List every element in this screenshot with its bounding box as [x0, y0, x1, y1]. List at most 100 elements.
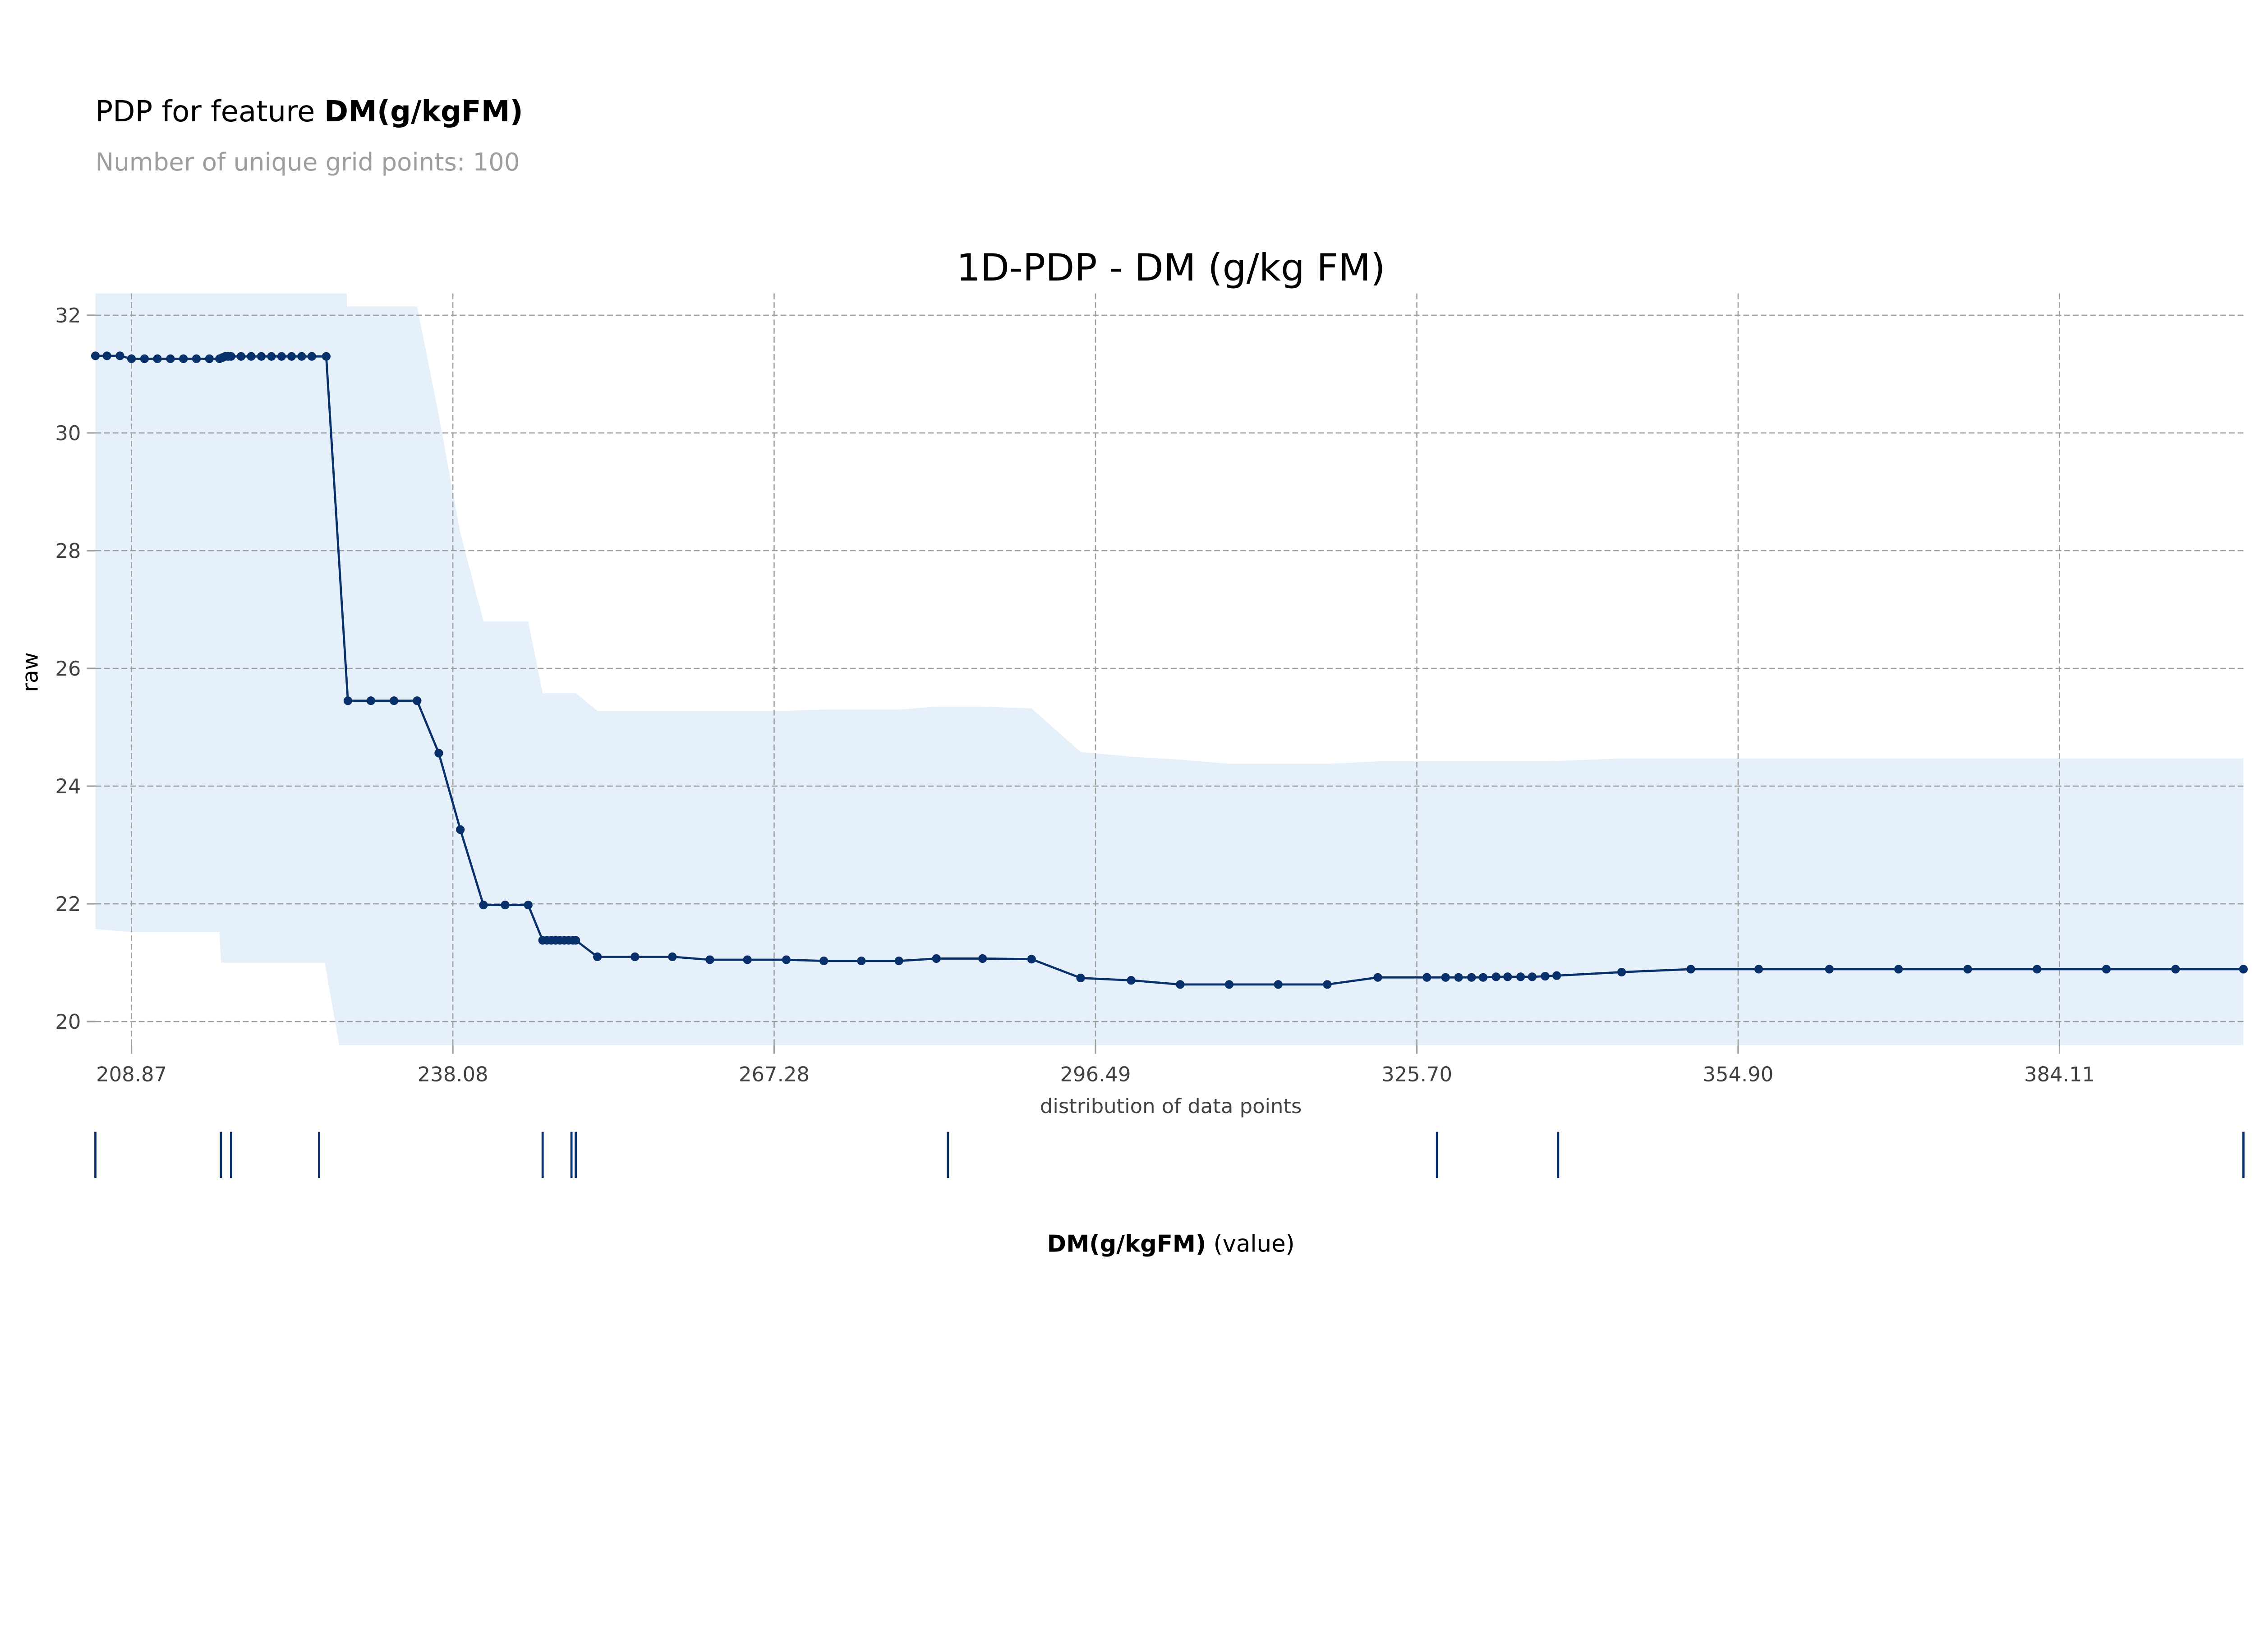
- y-tick-label: 32: [55, 304, 81, 327]
- data-point: [630, 952, 640, 962]
- data-point: [166, 354, 175, 364]
- data-point: [1076, 973, 1085, 983]
- x-axis-label-feature: DM(g/kgFM): [1047, 1231, 1206, 1258]
- data-point: [456, 825, 465, 834]
- data-point: [705, 955, 714, 964]
- data-point: [668, 952, 677, 962]
- data-point: [1686, 965, 1695, 974]
- x-tick-label: 267.28: [739, 1062, 810, 1086]
- data-point: [1323, 980, 1332, 989]
- data-point: [389, 696, 399, 705]
- data-point: [819, 957, 828, 966]
- x-tick-label: 296.49: [1060, 1062, 1131, 1086]
- confidence-band: [95, 293, 2244, 1045]
- x-tick-label: 354.90: [1703, 1062, 1773, 1086]
- x-axis: 208.87 238.08 267.28 296.49 325.70 354.90 384.…: [96, 1045, 2095, 1086]
- y-tick-label: 20: [55, 1010, 81, 1034]
- data-point: [894, 957, 903, 966]
- title-prefix: PDP for feature: [96, 95, 324, 129]
- data-point: [782, 955, 791, 964]
- pdp-points: [91, 351, 2248, 989]
- data-point: [267, 352, 276, 361]
- data-point: [2239, 965, 2248, 974]
- data-point: [287, 352, 296, 361]
- data-point: [102, 351, 111, 360]
- data-point: [571, 936, 580, 945]
- data-point: [179, 354, 188, 364]
- data-point: [1754, 965, 1763, 974]
- data-point: [91, 351, 100, 360]
- data-point: [140, 354, 149, 364]
- title-feature: DM(g/kgFM): [324, 95, 523, 129]
- data-point: [2171, 965, 2180, 974]
- y-tick-label: 26: [55, 657, 81, 681]
- data-point: [1467, 973, 1476, 982]
- data-point: [1516, 972, 1525, 981]
- data-point: [1274, 980, 1283, 989]
- rug-plot: [94, 1132, 2245, 1178]
- data-point: [366, 696, 375, 705]
- figure-subtitle: Number of unique grid points: 100: [96, 147, 520, 176]
- data-point: [434, 749, 443, 758]
- data-point: [1894, 965, 1903, 974]
- rug-label: distribution of data points: [1040, 1094, 1302, 1118]
- data-point: [127, 354, 136, 364]
- x-tick-label: 384.11: [2024, 1062, 2095, 1086]
- data-point: [857, 957, 866, 966]
- data-point: [236, 352, 246, 361]
- x-tick-label: 208.87: [96, 1062, 167, 1086]
- figure-title: PDP for feature DM(g/kgFM): [96, 95, 523, 129]
- y-axis-label: raw: [18, 652, 43, 692]
- data-point: [307, 352, 317, 361]
- data-point: [153, 354, 162, 364]
- data-point: [192, 354, 201, 364]
- data-point: [1963, 965, 1972, 974]
- data-point: [1422, 973, 1431, 982]
- data-point: [932, 954, 941, 963]
- x-tick-label: 238.08: [418, 1062, 488, 1086]
- x-axis-label: DM(g/kgFM) (value): [1047, 1231, 1295, 1258]
- data-point: [743, 955, 752, 964]
- data-point: [322, 352, 331, 361]
- data-point: [247, 352, 256, 361]
- data-point: [205, 354, 214, 364]
- data-point: [524, 901, 533, 910]
- data-point: [1541, 971, 1550, 981]
- data-point: [277, 352, 286, 361]
- data-point: [978, 954, 987, 963]
- grid: [95, 293, 2244, 1045]
- data-point: [1224, 980, 1234, 989]
- data-point: [343, 696, 353, 705]
- y-tick-label: 28: [55, 539, 81, 563]
- data-point: [1491, 972, 1500, 981]
- data-point: [1027, 955, 1036, 964]
- data-point: [297, 352, 306, 361]
- data-point: [1825, 965, 1834, 974]
- data-point: [1454, 973, 1463, 982]
- data-point: [1441, 973, 1450, 982]
- pdp-chart: PDP for feature DM(g/kgFM) Number of uni…: [18, 95, 2248, 1258]
- data-point: [2102, 965, 2111, 974]
- data-point: [115, 351, 124, 360]
- chart-title: 1D-PDP - DM (g/kg FM): [957, 246, 1385, 290]
- data-point: [413, 696, 422, 705]
- data-point: [1127, 976, 1136, 985]
- y-axis: 20 22 24 26 28 30 32: [55, 304, 96, 1034]
- y-tick-label: 30: [55, 421, 81, 445]
- data-point: [1373, 973, 1382, 982]
- data-point: [257, 352, 266, 361]
- data-point: [226, 352, 235, 361]
- data-point: [593, 952, 602, 962]
- x-tick-label: 325.70: [1381, 1062, 1452, 1086]
- data-point: [1617, 967, 1626, 977]
- x-axis-label-suffix: (value): [1206, 1231, 1294, 1258]
- y-tick-label: 22: [55, 892, 81, 916]
- data-point: [1478, 973, 1488, 982]
- data-point: [1552, 971, 1561, 980]
- data-point: [479, 901, 488, 910]
- data-point: [1503, 972, 1512, 981]
- data-point: [1528, 972, 1537, 981]
- data-point: [2033, 965, 2042, 974]
- data-point: [1176, 980, 1185, 989]
- y-tick-label: 24: [55, 774, 81, 798]
